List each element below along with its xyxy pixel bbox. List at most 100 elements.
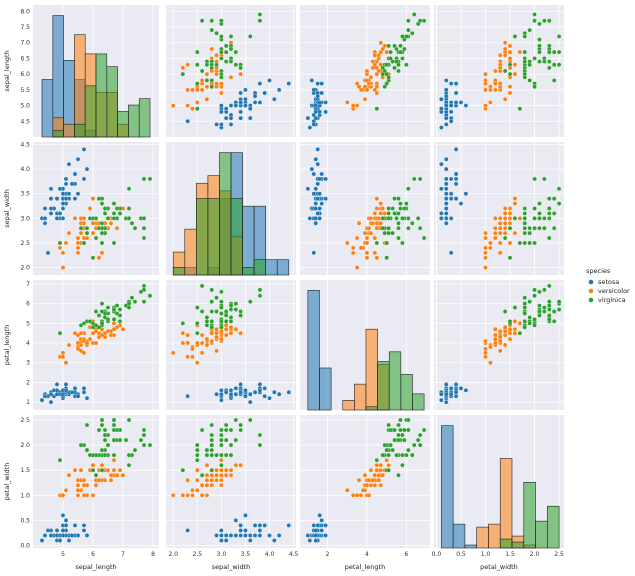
panel-petal_width-vs-sepal_length xyxy=(33,415,159,548)
histogram-bar xyxy=(464,544,477,549)
scatter-point xyxy=(313,201,319,206)
y-tick-label: 6 xyxy=(26,301,30,308)
scatter-point xyxy=(228,330,234,336)
scatter-point xyxy=(483,235,488,241)
scatter-point xyxy=(99,240,105,246)
scatter-point xyxy=(507,90,513,96)
scatter-point xyxy=(532,287,537,293)
scatter-point xyxy=(219,477,224,483)
scatter-point xyxy=(483,354,488,360)
scatter-point xyxy=(223,326,229,332)
scatter-point xyxy=(388,56,393,61)
scatter-point xyxy=(556,201,562,206)
scatter-point xyxy=(72,171,78,177)
scatter-point xyxy=(123,437,129,443)
scatter-point xyxy=(248,115,253,121)
scatter-point xyxy=(99,230,105,236)
scatter-point xyxy=(87,319,93,324)
scatter-point xyxy=(190,106,195,111)
scatter-point xyxy=(488,360,493,365)
scatter-point xyxy=(497,225,503,231)
scatter-point xyxy=(398,206,403,211)
scatter-point xyxy=(228,427,234,433)
scatter-point xyxy=(72,386,78,391)
scatter-point xyxy=(223,309,229,314)
scatter-point xyxy=(84,235,90,241)
scatter-point xyxy=(252,100,258,105)
scatter-point xyxy=(195,477,200,483)
scatter-point xyxy=(204,323,210,328)
scatter-point xyxy=(313,221,319,226)
scatter-point xyxy=(199,332,205,338)
scatter-point xyxy=(507,336,513,342)
scatter-point xyxy=(214,452,219,458)
scatter-point xyxy=(547,299,552,304)
x-tick-label: 2.5 xyxy=(193,551,203,558)
scatter-point xyxy=(370,477,376,483)
scatter-point xyxy=(63,181,69,187)
scatter-point xyxy=(448,191,454,196)
scatter-point xyxy=(421,18,427,23)
scatter-point xyxy=(60,265,66,270)
scatter-point xyxy=(444,87,449,93)
scatter-point xyxy=(48,533,54,538)
scatter-point xyxy=(219,432,224,438)
scatter-point xyxy=(537,303,542,308)
scatter-point xyxy=(386,211,391,216)
scatter-point xyxy=(493,87,498,93)
scatter-point xyxy=(400,432,405,438)
scatter-point xyxy=(345,488,350,493)
scatter-point xyxy=(48,186,54,192)
scatter-point xyxy=(219,81,224,86)
panel-sepal_width-vs-sepal_length xyxy=(33,142,159,275)
scatter-point xyxy=(502,206,508,211)
scatter-point xyxy=(394,59,399,64)
scatter-point xyxy=(444,211,449,216)
scatter-point xyxy=(398,49,403,55)
scatter-point xyxy=(185,103,190,108)
scatter-point xyxy=(527,225,532,231)
scatter-point xyxy=(537,59,542,64)
scatter-point xyxy=(507,319,513,324)
scatter-point xyxy=(238,109,243,115)
scatter-point xyxy=(483,265,488,270)
scatter-point xyxy=(502,216,508,221)
scatter-point xyxy=(502,40,508,45)
scatter-point xyxy=(45,250,51,256)
scatter-point xyxy=(444,115,449,121)
scatter-point xyxy=(243,388,248,393)
scatter-point xyxy=(57,330,63,336)
scatter-point xyxy=(364,483,370,488)
scatter-point xyxy=(111,211,117,216)
scatter-point xyxy=(415,437,421,443)
scatter-point xyxy=(78,230,84,236)
scatter-point xyxy=(483,81,488,86)
scatter-point xyxy=(537,289,542,295)
x-axis-label: petal_length xyxy=(345,563,385,571)
scatter-point xyxy=(406,427,411,433)
scatter-point xyxy=(180,330,186,336)
scatter-point xyxy=(108,332,114,338)
scatter-point xyxy=(483,230,488,236)
scatter-point xyxy=(257,12,263,17)
y-tick-label: 2 xyxy=(26,379,30,386)
scatter-point xyxy=(93,328,99,334)
scatter-point xyxy=(368,216,374,221)
scatter-point xyxy=(228,467,234,473)
scatter-point xyxy=(313,115,319,121)
scatter-point xyxy=(488,240,493,246)
y-axis-label: sepal_length xyxy=(3,50,11,91)
scatter-point xyxy=(444,216,449,221)
scatter-point xyxy=(214,295,219,300)
scatter-point xyxy=(84,166,90,172)
histogram-bar xyxy=(117,111,129,138)
scatter-point xyxy=(228,115,234,121)
scatter-point xyxy=(257,533,263,538)
scatter-point xyxy=(199,68,205,74)
y-tick-label: 3.0 xyxy=(20,215,30,222)
scatter-point xyxy=(386,422,391,428)
histogram-bar xyxy=(138,98,151,138)
scatter-point xyxy=(272,538,277,543)
scatter-point xyxy=(75,340,81,346)
scatter-point xyxy=(199,483,205,488)
